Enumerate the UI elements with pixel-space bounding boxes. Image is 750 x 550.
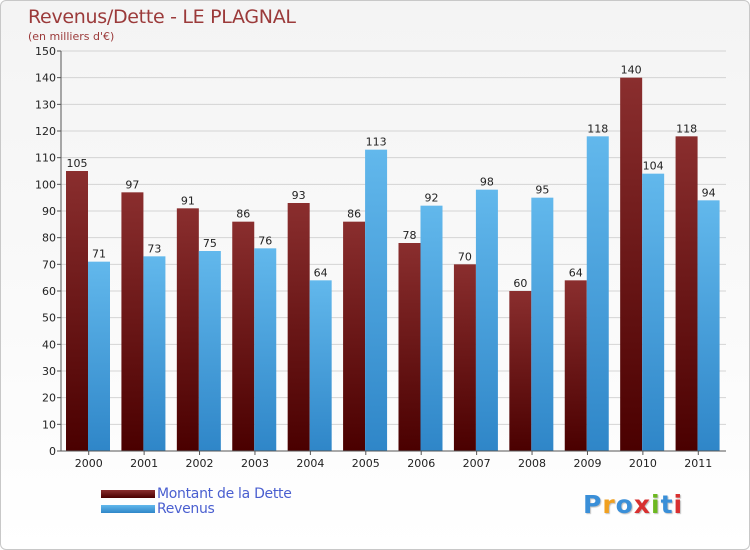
logo-letter: P	[583, 490, 603, 519]
y-tick-label: 0	[49, 445, 56, 458]
x-tick-label: 2005	[352, 457, 380, 470]
bar-revenus	[586, 136, 609, 452]
data-label-revenus: 94	[702, 186, 716, 199]
bar-revenus	[420, 205, 443, 451]
x-tick-label: 2010	[629, 457, 657, 470]
data-label-revenus: 113	[366, 136, 387, 149]
x-tick-label: 2006	[407, 457, 435, 470]
data-label-dette: 140	[621, 64, 642, 77]
data-label-revenus: 73	[147, 242, 161, 255]
x-tick-label: 2007	[463, 457, 491, 470]
y-tick-label: 70	[42, 258, 56, 271]
data-label-dette: 105	[67, 157, 88, 170]
x-tick-label: 2003	[241, 457, 269, 470]
legend-swatch-revenus	[101, 505, 155, 513]
bar-dette	[398, 243, 421, 451]
y-tick-label: 50	[42, 312, 56, 325]
chart-title: Revenus/Dette - LE PLAGNAL	[28, 6, 296, 28]
bar-revenus	[697, 200, 720, 451]
bar-revenus	[198, 251, 221, 451]
data-label-dette: 118	[676, 122, 697, 135]
data-label-revenus: 95	[535, 184, 549, 197]
x-tick-label: 2000	[75, 457, 103, 470]
bar-dette	[564, 280, 587, 451]
data-label-dette: 60	[513, 277, 527, 290]
legend-swatch-dette	[101, 490, 155, 498]
data-label-dette: 86	[236, 208, 250, 221]
x-tick-label: 2002	[186, 457, 214, 470]
bar-dette	[509, 291, 532, 451]
bar-revenus	[254, 248, 277, 451]
logo-letter: t	[660, 490, 674, 519]
grid-lines	[61, 50, 726, 452]
x-tick-label: 2001	[130, 457, 158, 470]
y-tick-label: 120	[35, 125, 56, 138]
legend-label-revenus: Revenus	[157, 501, 215, 517]
data-label-revenus: 71	[92, 248, 106, 261]
data-label-dette: 86	[347, 208, 361, 221]
bar-revenus	[475, 189, 498, 451]
data-label-dette: 64	[569, 266, 583, 279]
bar-revenus	[642, 173, 665, 451]
y-tick-label: 60	[42, 285, 56, 298]
logo-letter: o	[615, 490, 634, 519]
data-label-dette: 78	[403, 229, 417, 242]
data-label-dette: 70	[458, 250, 472, 263]
logo-letter: x	[633, 490, 651, 519]
bar-dette	[66, 171, 88, 451]
y-tick-label: 30	[42, 365, 56, 378]
data-label-dette: 91	[181, 194, 195, 207]
bar-dette	[343, 221, 366, 451]
bar-revenus	[309, 280, 332, 451]
y-tick-label: 110	[35, 152, 56, 165]
legend-label-dette: Montant de la Dette	[157, 486, 292, 502]
bar-dette	[620, 77, 643, 452]
axes: 0 10 20 30 40 50 60 70 80 90 100 110 120 130 140 150 200…	[35, 45, 726, 470]
data-label-revenus: 75	[203, 237, 217, 250]
bar-dette	[176, 208, 199, 451]
y-tick-label: 90	[42, 205, 56, 218]
bar-dette	[232, 221, 255, 451]
data-label-dette: 97	[125, 178, 139, 191]
x-tick-label: 2004	[296, 457, 324, 470]
chart-subtitle: (en milliers d'€)	[28, 30, 115, 43]
y-tick-label: 100	[35, 178, 56, 191]
data-label-revenus: 76	[258, 234, 272, 247]
data-label-revenus: 92	[425, 192, 439, 205]
logo-letter: i	[673, 490, 684, 519]
y-tick-label: 80	[42, 232, 56, 245]
bar-dette	[675, 136, 698, 452]
bar-revenus	[88, 261, 110, 451]
bar-revenus	[531, 197, 554, 451]
bar-dette	[287, 203, 310, 451]
bar-dette	[121, 192, 144, 452]
y-tick-label: 130	[35, 98, 56, 111]
y-tick-label: 150	[35, 45, 56, 58]
logo-letter: i	[651, 490, 661, 519]
x-tick-label: 2009	[573, 457, 601, 470]
y-tick-label: 20	[42, 392, 56, 405]
y-tick-label: 10	[42, 418, 56, 431]
y-tick-label: 40	[42, 338, 56, 351]
bar-revenus	[365, 149, 388, 451]
x-tick-label: 2008	[518, 457, 546, 470]
data-label-revenus: 64	[314, 266, 328, 279]
data-label-revenus: 98	[480, 176, 494, 189]
y-tick-label: 140	[35, 72, 56, 85]
bar-dette	[453, 264, 476, 451]
data-label-revenus: 104	[643, 160, 664, 173]
x-tick-label: 2011	[684, 457, 712, 470]
logo-letter: r	[602, 490, 616, 519]
data-label-revenus: 118	[587, 122, 608, 135]
bar-revenus	[143, 256, 166, 451]
proxiti-logo[interactable]: Proxiti	[583, 490, 683, 519]
data-label-dette: 93	[292, 189, 306, 202]
bars: 105 71 97 73 91 75 86 76 93 64 86 113 78 92 70 98 60 95 64…	[66, 64, 720, 452]
